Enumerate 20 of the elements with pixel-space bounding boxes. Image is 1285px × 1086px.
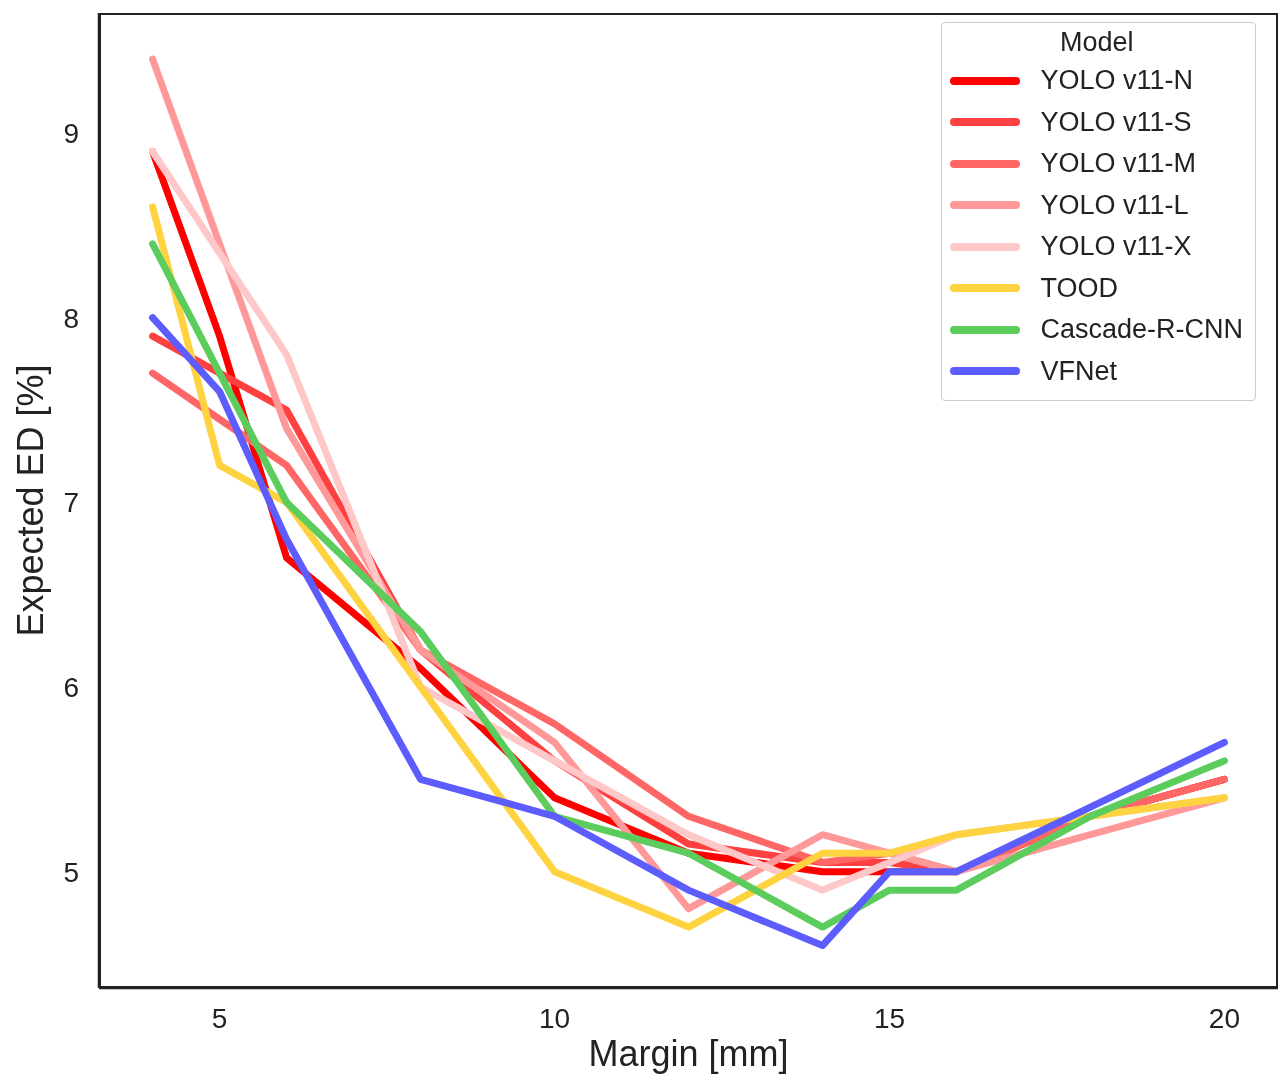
legend-title: Model bbox=[1058, 27, 1135, 58]
legend-label: YOLO v11-L bbox=[1040, 189, 1189, 221]
legend-label: VFNet bbox=[1040, 355, 1117, 387]
legend-label: YOLO v11-X bbox=[1040, 231, 1192, 263]
y-axis-title: Expected ED [%] bbox=[9, 364, 51, 637]
x-tick-label: 15 bbox=[873, 1002, 906, 1034]
y-tick-label: 8 bbox=[63, 302, 79, 334]
legend-label: YOLO v11-M bbox=[1040, 148, 1196, 180]
legend-label: TOOD bbox=[1040, 272, 1118, 304]
y-tick-label: 7 bbox=[63, 487, 79, 519]
x-tick-label: 20 bbox=[1208, 1002, 1240, 1034]
y-tick-label: 6 bbox=[63, 671, 79, 703]
legend-label: YOLO v11-N bbox=[1040, 65, 1194, 97]
x-axis-title: Margin [mm] bbox=[588, 1033, 789, 1074]
legend-label: YOLO v11-S bbox=[1040, 106, 1192, 138]
y-tick-label: 9 bbox=[63, 117, 79, 149]
x-tick-label: 10 bbox=[538, 1002, 571, 1034]
x-tick-label: 5 bbox=[211, 1002, 228, 1034]
y-tick-label: 5 bbox=[63, 856, 79, 888]
legend-label: Cascade-R-CNN bbox=[1040, 314, 1243, 346]
